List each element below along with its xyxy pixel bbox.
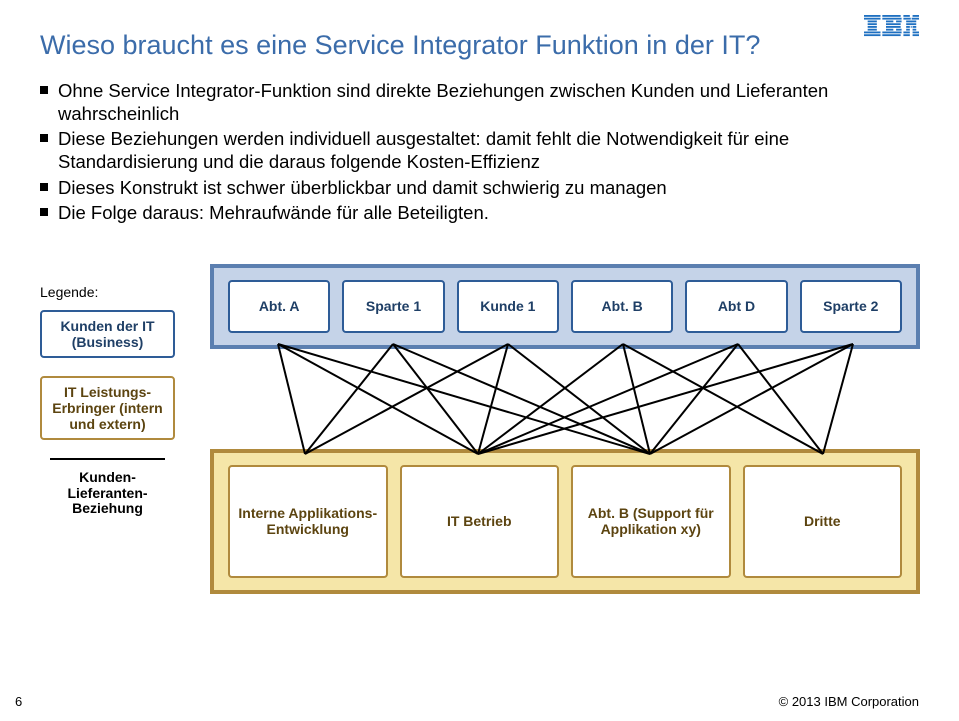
customer-box: Abt. A: [228, 280, 330, 333]
customer-box: Sparte 1: [342, 280, 444, 333]
customer-box: Abt. B: [571, 280, 673, 333]
relationship-diagram: Legende: Kunden der IT (Business) IT Lei…: [40, 264, 920, 594]
bullet-item: Dieses Konstrukt ist schwer überblickbar…: [40, 176, 919, 199]
customer-label: Abt. B: [602, 298, 643, 314]
customers-band: Abt. A Sparte 1 Kunde 1 Abt. B Abt D Spa…: [210, 264, 920, 349]
bullet-item: Ohne Service Integrator-Funktion sind di…: [40, 79, 919, 125]
provider-label: Dritte: [804, 513, 841, 529]
customer-label: Sparte 1: [366, 298, 421, 314]
customer-label: Abt. A: [259, 298, 300, 314]
provider-box: Abt. B (Support für Applikation xy): [571, 465, 731, 578]
copyright-footer: © 2013 IBM Corporation: [779, 694, 919, 709]
customer-box: Sparte 2: [800, 280, 902, 333]
customer-box: Abt D: [685, 280, 787, 333]
provider-box: IT Betrieb: [400, 465, 560, 578]
providers-band: Interne Applikations-Entwicklung IT Betr…: [210, 449, 920, 594]
legend-providers-box: IT Leistungs-Erbringer (intern und exter…: [40, 376, 175, 440]
legend-customers-box: Kunden der IT (Business): [40, 310, 175, 358]
ibm-logo: [864, 15, 919, 42]
customer-label: Kunde 1: [480, 298, 535, 314]
bullet-item: Diese Beziehungen werden individuell aus…: [40, 127, 919, 173]
legend-divider: [50, 458, 165, 460]
provider-label: Abt. B (Support für Applikation xy): [575, 505, 727, 537]
provider-box: Interne Applikations-Entwicklung: [228, 465, 388, 578]
provider-box: Dritte: [743, 465, 903, 578]
customer-label: Sparte 2: [823, 298, 878, 314]
page-title: Wieso braucht es eine Service Integrator…: [40, 30, 919, 61]
provider-label: IT Betrieb: [447, 513, 512, 529]
provider-label: Interne Applikations-Entwicklung: [232, 505, 384, 537]
page-number: 6: [15, 694, 22, 709]
bullet-item: Die Folge daraus: Mehraufwände für alle …: [40, 201, 919, 224]
legend: Legende: Kunden der IT (Business) IT Lei…: [40, 284, 190, 517]
legend-line-label: Kunden-Lieferanten-Beziehung: [40, 470, 175, 516]
customer-label: Abt D: [718, 298, 755, 314]
legend-title: Legende:: [40, 284, 190, 300]
bullet-list: Ohne Service Integrator-Funktion sind di…: [40, 79, 919, 224]
legend-providers-label: IT Leistungs-Erbringer (intern und exter…: [52, 384, 162, 432]
legend-customers-label: Kunden der IT (Business): [60, 318, 154, 350]
customer-box: Kunde 1: [457, 280, 559, 333]
